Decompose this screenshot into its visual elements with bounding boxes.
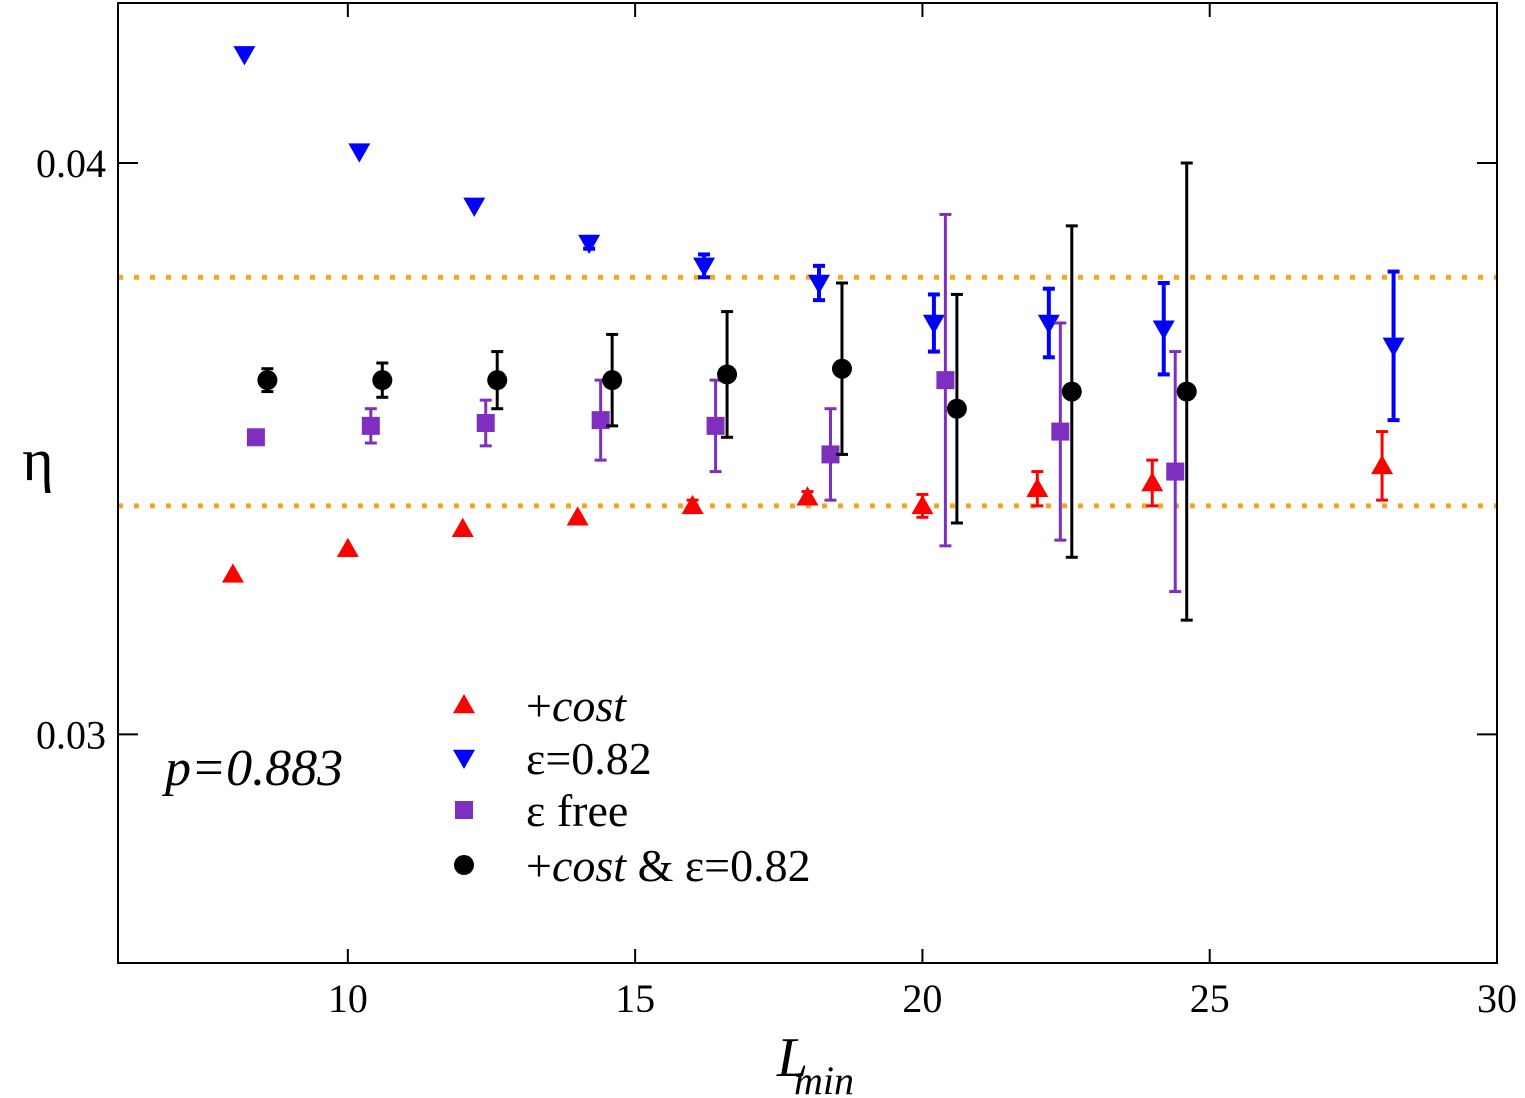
x-tick-label: 30	[1477, 976, 1517, 1021]
data-point	[476, 414, 495, 432]
y-tick-label: 0.04	[36, 141, 106, 186]
data-point	[566, 506, 589, 526]
x-tick-label: 15	[615, 976, 655, 1021]
data-point	[1026, 477, 1049, 497]
data-point	[602, 370, 623, 391]
x-tick-label: 10	[328, 976, 368, 1021]
data-point	[1371, 454, 1394, 475]
plot-area	[221, 46, 1405, 622]
data-point	[578, 234, 601, 254]
legend-marker-3	[455, 801, 473, 819]
data-point	[1037, 314, 1060, 334]
data-point	[807, 274, 830, 294]
y-axis: 0.03 0.04	[36, 141, 1497, 757]
data-point	[1141, 472, 1164, 492]
data-point	[1166, 462, 1185, 481]
data-point	[681, 494, 704, 515]
data-point	[796, 486, 819, 506]
x-axis: 10 15 20 25 30	[328, 3, 1517, 1021]
data-point	[922, 314, 945, 334]
reference-lines	[118, 274, 1497, 509]
x-axis-label: L	[776, 1027, 808, 1089]
data-point	[221, 563, 244, 583]
x-tick-label: 25	[1190, 976, 1230, 1021]
series-1	[221, 430, 1394, 583]
data-point	[372, 370, 393, 391]
y-axis-label: η	[22, 427, 53, 493]
legend-marker-4	[454, 855, 474, 875]
data-point	[246, 428, 265, 447]
x-axis-label-subscript: min	[794, 1058, 854, 1098]
data-point	[717, 364, 738, 385]
legend-label-4: +cost & ε=0.82	[526, 840, 811, 891]
data-point	[1051, 422, 1070, 441]
plot-frame	[117, 2, 1498, 964]
series-3	[246, 212, 1185, 594]
legend-label-1: +cost	[526, 680, 627, 731]
data-point	[1061, 381, 1082, 402]
data-point	[911, 494, 934, 515]
y-tick-label: 0.03	[36, 712, 106, 757]
data-point	[487, 370, 508, 391]
data-point	[361, 416, 380, 435]
data-point	[946, 398, 967, 419]
data-point	[693, 257, 716, 277]
series-2	[233, 46, 1405, 423]
data-point	[233, 46, 256, 66]
data-point	[1176, 381, 1197, 402]
data-point	[706, 416, 725, 435]
x-tick-label: 20	[902, 976, 942, 1021]
series-4	[257, 161, 1197, 622]
data-point	[591, 411, 610, 430]
legend-marker-2	[453, 749, 475, 769]
data-point	[936, 371, 955, 390]
data-point	[1382, 337, 1405, 357]
legend-label-2: ε=0.82	[526, 733, 652, 784]
data-point	[831, 358, 852, 379]
data-point	[348, 143, 371, 163]
data-point	[821, 445, 840, 464]
data-point	[1152, 320, 1175, 340]
legend-marker-1	[453, 694, 475, 714]
data-point	[463, 197, 486, 217]
data-point	[451, 517, 474, 537]
data-point	[257, 370, 278, 391]
p-value-annotation: p=0.883	[161, 740, 343, 797]
legend-label-3: ε free	[526, 785, 628, 836]
data-point	[336, 537, 359, 557]
